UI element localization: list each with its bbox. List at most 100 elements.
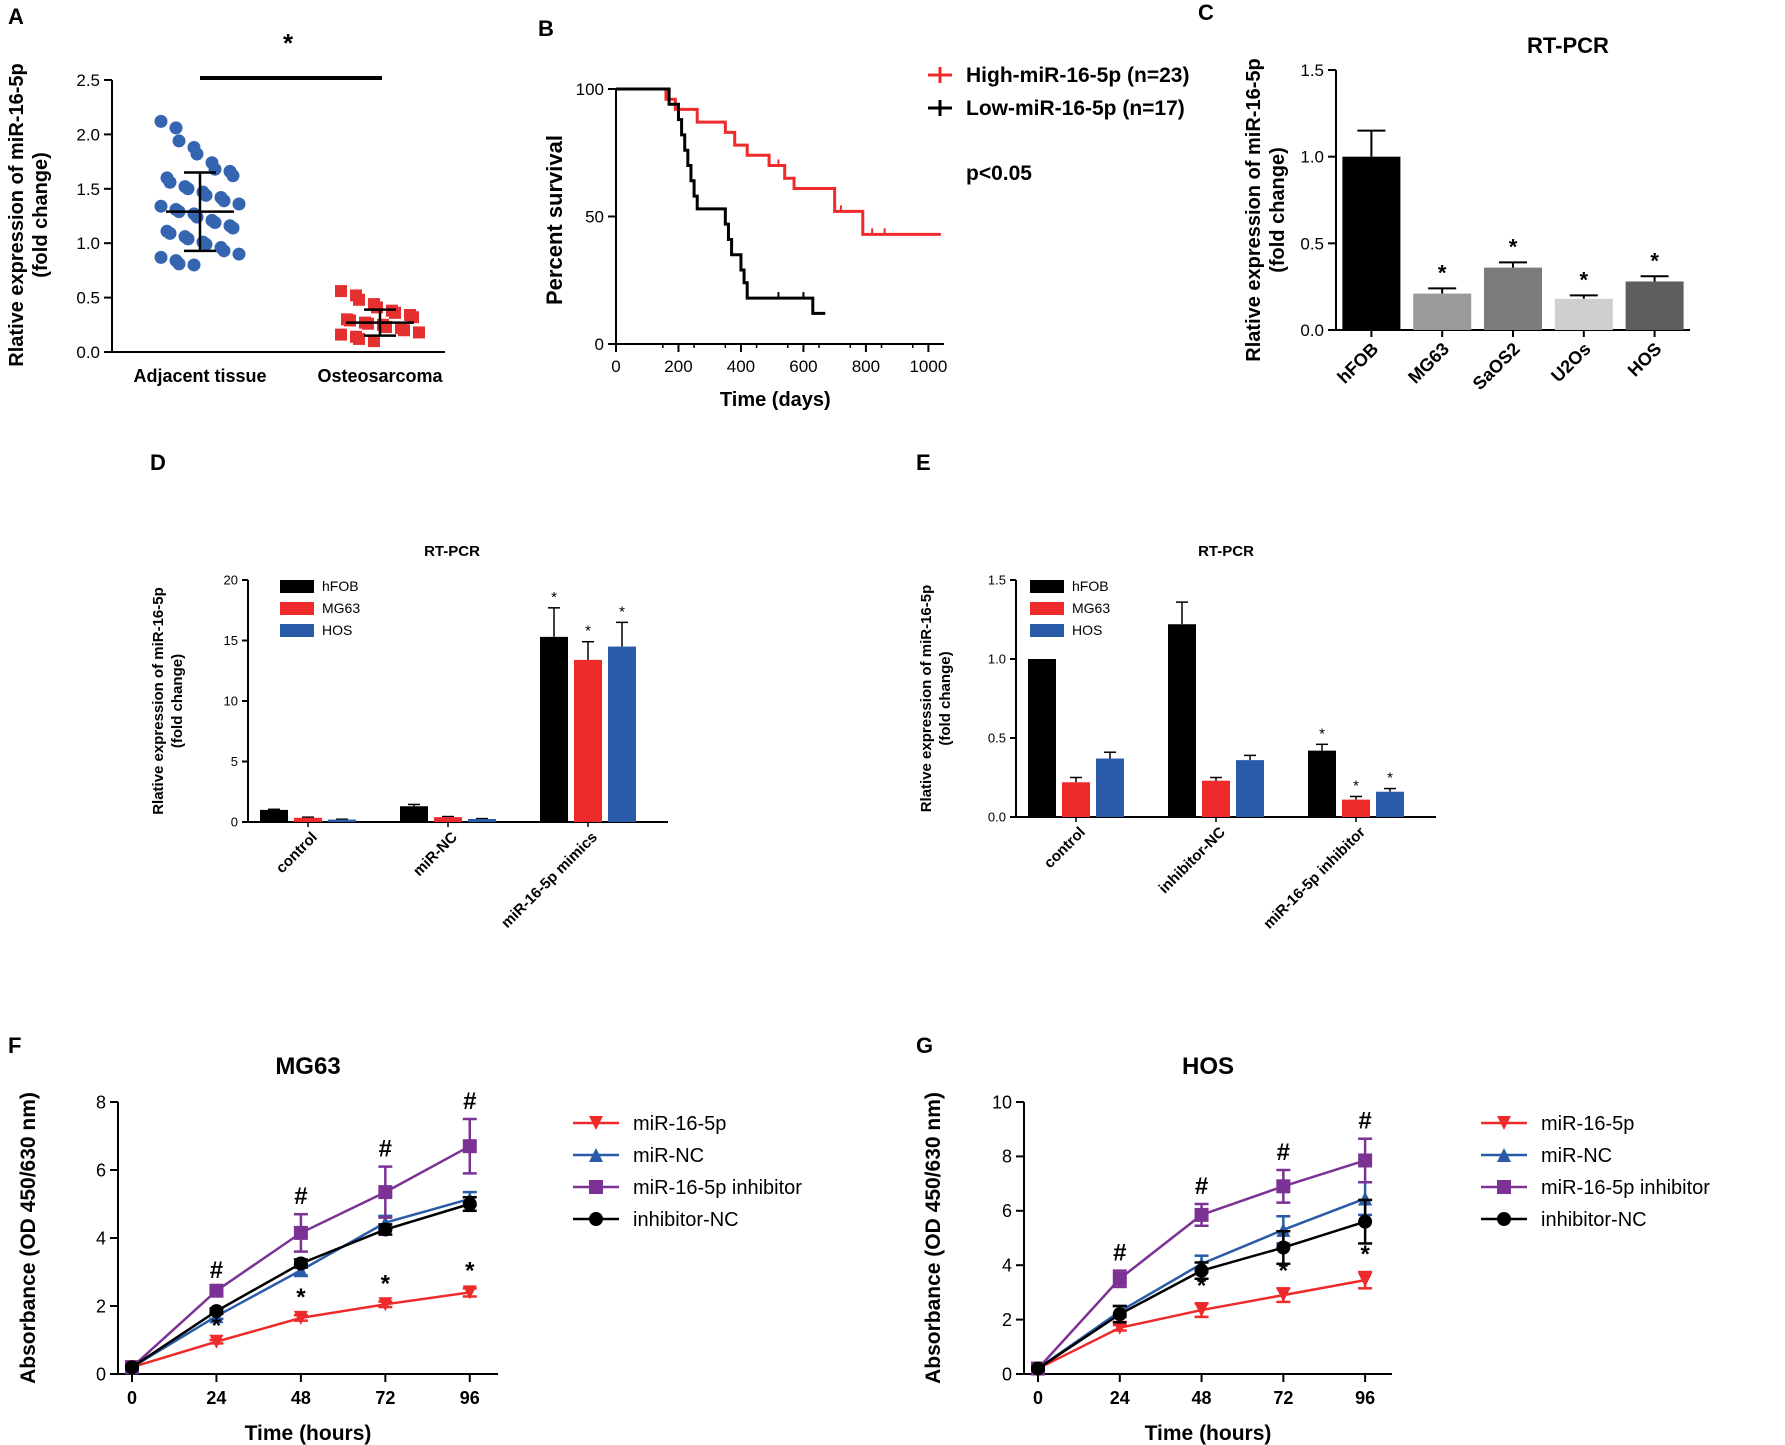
chart-D-legend-label: MG63: [322, 600, 360, 616]
chart-F-y-tick-label: 4: [96, 1228, 106, 1248]
chart-G-legend-label: miR-NC: [1541, 1145, 1612, 1167]
chart-G-star-mark: *: [1360, 1241, 1370, 1268]
chart-F-point: [293, 1225, 308, 1240]
chart-E-bar: [1308, 750, 1336, 817]
chart-F-hash-mark: #: [463, 1088, 476, 1115]
chart-A-y-axis-label: Rlative expression of miR-16-5p: [6, 63, 28, 366]
chart-E-legend-swatch: [1030, 624, 1064, 637]
chart-A-significance-mark: *: [283, 28, 294, 58]
chart-D-category-label: control: [273, 829, 321, 877]
chart-A-point: [199, 188, 213, 202]
chart-A-category-label: Osteosarcoma: [317, 366, 443, 386]
chart-D-significance-mark: *: [585, 623, 591, 640]
chart-D-y-tick-label: 5: [231, 754, 238, 769]
chart-A-point: [169, 121, 183, 135]
chart-G-point: [1112, 1271, 1127, 1286]
chart-G-point: [1112, 1320, 1127, 1335]
chart-A-point: [226, 221, 240, 235]
chart-D-bar: [608, 646, 636, 822]
chart-F-x-tick-label: 48: [291, 1388, 311, 1408]
chart-F-y-tick-label: 6: [96, 1160, 106, 1180]
chart-A-y-tick-label: 1.5: [76, 180, 100, 199]
chart-E-bar: [1028, 659, 1056, 817]
chart-F-x-tick-label: 96: [460, 1388, 480, 1408]
chart-G-y-tick-label: 4: [1002, 1256, 1012, 1276]
chart-D-category-label: miR-16-5p mimics: [498, 829, 601, 932]
chart-F-point: [125, 1360, 139, 1375]
chart-A-point: [232, 247, 246, 261]
chart-B-legend-label: High-miR-16-5p (n=23): [966, 64, 1189, 87]
chart-D-y-tick-label: 0: [231, 815, 238, 830]
chart-F-y-axis-label: Absorbance (OD 450/630 nm): [17, 1092, 40, 1384]
chart-E-category-label: inhibitor-NC: [1156, 824, 1229, 897]
chart-E-category-label: control: [1041, 824, 1089, 872]
chart-E-bar: [1062, 782, 1090, 817]
chart-F-star-mark: *: [381, 1271, 391, 1298]
chart-F-hash-mark: #: [210, 1257, 223, 1284]
chart-A-y-tick-label: 2.5: [76, 71, 100, 90]
panel-letter-E: E: [916, 450, 931, 475]
chart-G-legend-marker: [1497, 1212, 1511, 1226]
chart-G-y-tick-label: 0: [1002, 1364, 1012, 1384]
chart-G-y-axis-label: Absorbance (OD 450/630 nm): [922, 1092, 945, 1384]
chart-B-x-tick-label: 600: [789, 357, 817, 376]
chart-A-point: [232, 197, 246, 211]
panel-letter-B: B: [538, 16, 554, 41]
chart-F-legend-label: miR-NC: [633, 1145, 704, 1167]
chart-F-point: [378, 1185, 393, 1200]
chart-F-legend-label: miR-16-5p inhibitor: [633, 1177, 802, 1199]
chart-G-star-mark: *: [1197, 1272, 1207, 1299]
chart-E-legend-swatch: [1030, 580, 1064, 593]
chart-G-point: [1276, 1222, 1291, 1237]
chart-A-point: [190, 147, 204, 161]
chart-D-bar: [468, 818, 496, 822]
chart-D-bar: [260, 809, 288, 822]
chart-B-x-tick-label: 200: [664, 357, 692, 376]
chart-C-significance-mark: *: [1650, 248, 1659, 273]
chart-G-y-tick-label: 8: [1002, 1147, 1012, 1167]
chart-F-point: [462, 1285, 477, 1300]
panel-letter-G: G: [916, 1033, 933, 1058]
chart-A-y-tick-label: 1.0: [76, 234, 100, 253]
chart-F-legend-label: miR-16-5p: [633, 1113, 726, 1135]
chart-C-y-tick-label: 0.5: [1300, 234, 1324, 253]
chart-E-significance-mark: *: [1319, 725, 1325, 742]
chart-C-bar: [1625, 281, 1684, 330]
chart-E-legend-label: hFOB: [1072, 578, 1109, 594]
chart-G-x-tick-label: 24: [1110, 1388, 1130, 1408]
chart-F-legend-marker: [589, 1148, 603, 1162]
chart-E-y-axis-label: (fold change): [937, 651, 954, 745]
chart-E-legend-label: MG63: [1072, 600, 1110, 616]
chart-G-point: [1112, 1307, 1127, 1322]
chart-D-significance-mark: *: [619, 603, 625, 620]
chart-A-point: [398, 324, 410, 337]
chart-G-legend-label: inhibitor-NC: [1541, 1209, 1647, 1231]
chart-A-point: [335, 285, 347, 298]
chart-G-point: [1358, 1214, 1373, 1229]
chart-F-legend-marker: [589, 1212, 603, 1226]
chart-G-legend-marker: [1497, 1148, 1511, 1162]
chart-G-legend-marker: [1497, 1180, 1511, 1194]
chart-C-y-axis-label: (fold change): [1267, 147, 1289, 273]
chart-A-y-tick-label: 0.0: [76, 343, 100, 362]
chart-G-legend-label: miR-16-5p inhibitor: [1541, 1177, 1710, 1199]
chart-D-y-tick-label: 20: [224, 573, 238, 588]
chart-D-legend-label: hFOB: [322, 578, 359, 594]
chart-F-legend-label: inhibitor-NC: [633, 1209, 739, 1231]
chart-E-y-tick-label: 1.0: [988, 652, 1006, 667]
panel-letter-C: C: [1198, 0, 1214, 25]
chart-G-point: [1276, 1179, 1291, 1194]
chart-G-point: [1194, 1263, 1209, 1278]
chart-F-point: [462, 1139, 477, 1154]
chart-G-point: [1031, 1361, 1045, 1376]
chart-C-category-label: hFOB: [1333, 339, 1382, 388]
chart-C-bar: [1554, 298, 1613, 330]
chart-C-y-tick-label: 1.5: [1300, 61, 1324, 80]
chart-F-point: [209, 1334, 224, 1349]
chart-E-title: RT-PCR: [1198, 543, 1254, 560]
chart-A-point: [154, 114, 168, 128]
chart-F-point: [378, 1222, 393, 1237]
chart-C-bar: [1342, 156, 1401, 330]
chart-F-x-tick-label: 24: [206, 1388, 226, 1408]
